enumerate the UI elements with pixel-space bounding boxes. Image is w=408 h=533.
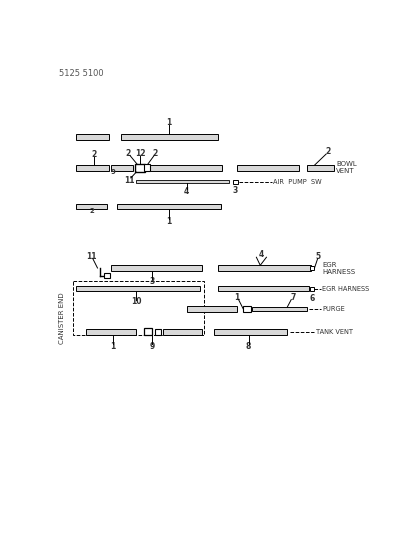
Text: 12: 12 [135, 149, 145, 158]
Text: 2: 2 [126, 149, 131, 158]
Text: EGR HARNESS: EGR HARNESS [322, 286, 370, 292]
Text: 1: 1 [111, 342, 115, 351]
Text: 2: 2 [90, 208, 94, 214]
Bar [117, 204, 222, 209]
Text: 10: 10 [131, 297, 142, 306]
Bar [233, 180, 238, 184]
Text: CANISTER END: CANISTER END [59, 292, 65, 344]
Bar [76, 134, 109, 140]
Text: 4: 4 [259, 251, 264, 260]
Bar [186, 306, 237, 311]
Bar [217, 265, 310, 271]
Text: 6: 6 [310, 294, 315, 303]
Text: 1: 1 [166, 216, 171, 225]
Bar [155, 329, 161, 335]
Bar [86, 329, 136, 335]
Bar [310, 287, 315, 290]
Text: 4: 4 [184, 187, 189, 196]
Bar [243, 306, 251, 312]
Text: 11: 11 [86, 252, 97, 261]
Bar [150, 165, 222, 171]
Text: 7: 7 [290, 293, 295, 302]
Text: 5125 5100: 5125 5100 [59, 69, 103, 78]
Bar [307, 165, 334, 171]
Bar [76, 204, 107, 209]
Bar [104, 273, 109, 278]
Bar [214, 329, 287, 335]
Bar [163, 329, 202, 335]
Text: 5: 5 [315, 252, 320, 261]
Bar [135, 164, 145, 172]
Bar [237, 165, 299, 171]
Text: 1: 1 [166, 118, 171, 127]
Text: 2: 2 [92, 150, 97, 159]
Text: PURGE: PURGE [322, 306, 345, 312]
Bar [111, 265, 202, 271]
Text: 9: 9 [149, 342, 154, 351]
Bar [76, 165, 109, 171]
Text: AIR  PUMP  SW: AIR PUMP SW [273, 179, 322, 185]
Text: 8: 8 [246, 342, 251, 351]
Bar [144, 328, 152, 335]
Bar [136, 180, 229, 183]
Bar [253, 307, 307, 311]
Text: 2: 2 [326, 147, 331, 156]
Text: 1: 1 [234, 293, 239, 302]
Bar [217, 286, 309, 292]
Text: 11: 11 [124, 176, 135, 185]
Bar [144, 165, 150, 172]
Text: BOWL
VENT: BOWL VENT [336, 161, 357, 174]
Bar [111, 165, 133, 171]
Text: EGR
HARNESS: EGR HARNESS [322, 262, 355, 274]
Text: TANK VENT: TANK VENT [316, 329, 353, 335]
Text: 9: 9 [111, 169, 115, 175]
Text: 2: 2 [152, 149, 157, 158]
Bar [73, 281, 204, 335]
Bar [310, 266, 315, 270]
Bar [121, 134, 217, 140]
Text: 3: 3 [233, 185, 238, 195]
Bar [76, 286, 200, 292]
Text: 3: 3 [149, 277, 154, 286]
